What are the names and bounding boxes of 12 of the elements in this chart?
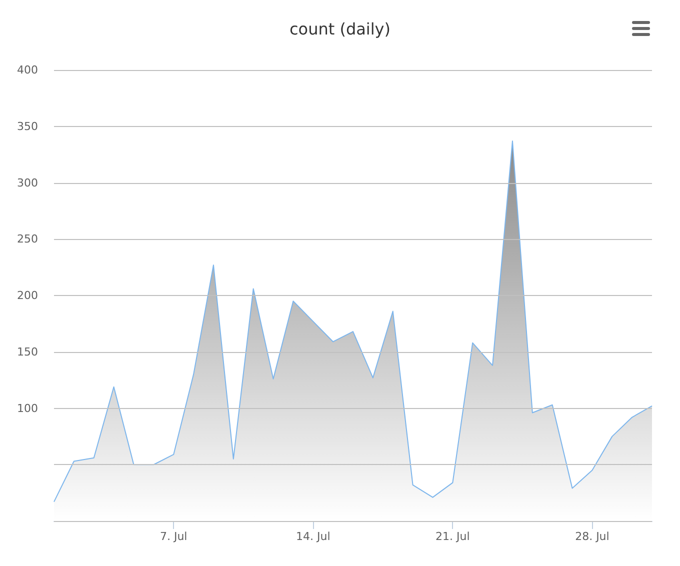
x-tick-label: 28. Jul (575, 530, 610, 543)
x-tick-label: 7. Jul (160, 530, 188, 543)
y-tick-label: 200 (17, 289, 38, 302)
y-tick-label: 100 (17, 402, 38, 415)
y-tick-label: 300 (17, 176, 38, 190)
chart-title: count (daily) (289, 20, 391, 38)
y-tick-label: 250 (17, 232, 38, 246)
x-tick-label: 21. Jul (436, 530, 470, 543)
y-tick-label: 400 (17, 64, 38, 76)
y-tick-label: 350 (17, 120, 38, 133)
x-tick-label: 14. Jul (296, 530, 330, 543)
y-tick-label: 150 (17, 345, 38, 358)
